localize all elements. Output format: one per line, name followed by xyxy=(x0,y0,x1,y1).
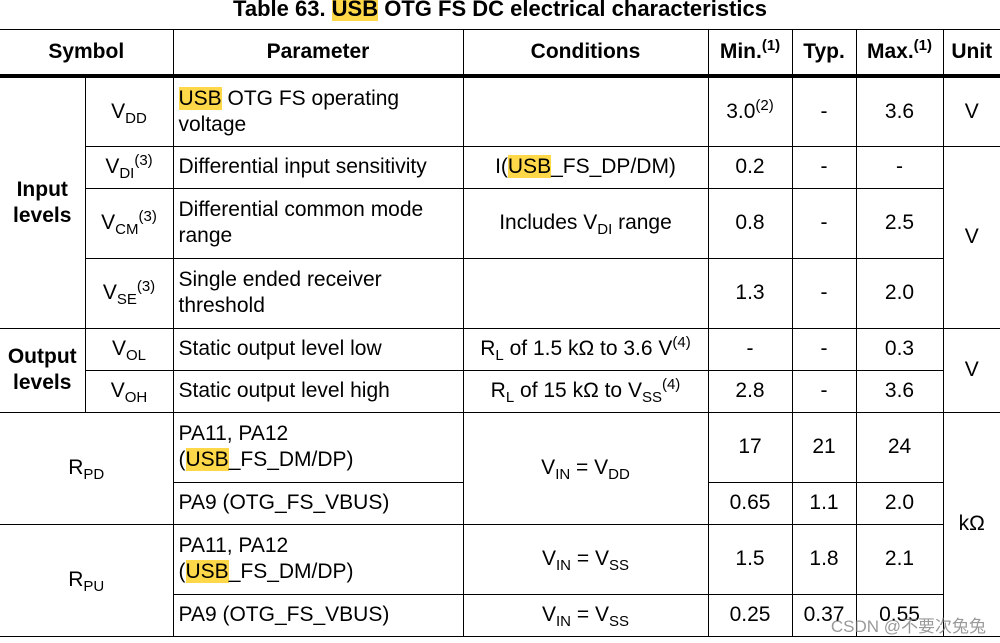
unit-cell: V xyxy=(942,145,1000,329)
table-row: VDI(3) Differential input sensitivity I(… xyxy=(0,145,1000,329)
header-typ: Typ. xyxy=(791,29,857,78)
symbol-cell: VSE(3) xyxy=(84,257,174,329)
parameter-cell: Static output level low xyxy=(172,327,464,371)
min-cell: 0.8 xyxy=(707,187,793,259)
typ-cell: - xyxy=(791,327,857,371)
max-cell: 0.55 xyxy=(855,593,944,637)
table-row: VCM(3) Differential common mode range In… xyxy=(0,187,1000,259)
parameter-cell: Differential common mode range xyxy=(172,187,464,259)
typ-cell: - xyxy=(791,369,857,413)
table-row: RPU PA11, PA12 (USB_FS_DM/DP) VIN = VSS 1… xyxy=(0,523,1000,637)
header-min: Min.(1) xyxy=(707,29,793,78)
group-input-levels: Input levels xyxy=(0,75,86,329)
header-conditions: Conditions xyxy=(462,29,709,78)
typ-cell: - xyxy=(791,257,857,329)
min-cell: 2.8 xyxy=(707,369,793,413)
electrical-characteristics-table: Symbol Parameter Conditions Min.(1) Typ.… xyxy=(0,29,1000,637)
min-cell: 3.0(2) xyxy=(707,75,793,147)
table-row: VOH Static output level high RL of 15 kΩ… xyxy=(0,369,1000,413)
conditions-cell: VIN = VSS xyxy=(462,523,709,595)
min-cell: 1.5 xyxy=(707,523,793,595)
conditions-cell xyxy=(462,257,709,329)
group-output-levels: Output levels xyxy=(0,327,86,413)
max-cell: - xyxy=(855,145,944,189)
parameter-cell: Differential input sensitivity xyxy=(172,145,464,189)
typ-cell: 1.1 xyxy=(791,481,857,525)
unit-cell: kΩ xyxy=(942,411,1000,637)
max-cell: 3.6 xyxy=(855,75,944,147)
min-cell: 0.2 xyxy=(707,145,793,189)
unit-cell: V xyxy=(942,75,1000,147)
conditions-cell: I(USB_FS_DP/DM) xyxy=(462,145,709,189)
symbol-cell: VOH xyxy=(84,369,174,413)
max-cell: 24 xyxy=(855,411,944,483)
max-cell: 2.0 xyxy=(855,257,944,329)
max-cell: 3.6 xyxy=(855,369,944,413)
parameter-cell: USB OTG FS operating voltage xyxy=(172,75,464,147)
parameter-cell: PA9 (OTG_FS_VBUS) xyxy=(172,593,464,637)
max-cell: 2.0 xyxy=(855,481,944,525)
symbol-cell: RPD xyxy=(0,411,174,525)
conditions-cell: VIN = VDD xyxy=(462,411,709,525)
min-cell: 0.25 xyxy=(707,593,793,637)
symbol-cell: VDI(3) xyxy=(84,145,174,189)
symbol-cell: VOL xyxy=(84,327,174,371)
header-max: Max.(1) xyxy=(855,29,944,78)
parameter-cell: Single ended receiver threshold xyxy=(172,257,464,329)
conditions-cell: VIN = VSS xyxy=(462,593,709,637)
conditions-cell xyxy=(462,75,709,147)
typ-cell: - xyxy=(791,75,857,147)
table-row: VSE(3) Single ended receiver threshold 1… xyxy=(0,257,1000,329)
typ-cell: - xyxy=(791,187,857,259)
min-cell: - xyxy=(707,327,793,371)
conditions-cell: Includes VDI range xyxy=(462,187,709,259)
header-row: Symbol Parameter Conditions Min.(1) Typ.… xyxy=(0,29,1000,78)
min-cell: 17 xyxy=(707,411,793,483)
watermark: CSDN @不要次兔兔 xyxy=(830,617,986,636)
unit-cell: V xyxy=(942,327,1000,413)
parameter-cell: PA9 (OTG_FS_VBUS) xyxy=(172,481,464,525)
typ-cell: 1.8 xyxy=(791,523,857,595)
max-cell: 2.1 xyxy=(855,523,944,595)
min-cell: 0.65 xyxy=(707,481,793,525)
min-cell: 1.3 xyxy=(707,257,793,329)
header-unit: Unit xyxy=(942,29,1000,78)
symbol-cell: RPU xyxy=(0,523,174,637)
symbol-cell: VDD xyxy=(84,75,174,147)
typ-cell: 21 xyxy=(791,411,857,483)
max-cell: 2.5 xyxy=(855,187,944,259)
table-title: Table 63. USB OTG FS DC electrical chara… xyxy=(0,0,1000,24)
header-parameter: Parameter xyxy=(172,29,464,78)
table-row: Output levels VOL Static output level lo… xyxy=(0,327,1000,413)
symbol-cell: VCM(3) xyxy=(84,187,174,259)
parameter-cell: PA11, PA12 (USB_FS_DM/DP) xyxy=(172,411,464,483)
table-row: RPD PA11, PA12 (USB_FS_DM/DP) VIN = VDD 1… xyxy=(0,411,1000,637)
table-row: Input levels VDD USB OTG FS operating vo… xyxy=(0,75,1000,329)
table-row: PA9 (OTG_FS_VBUS) VIN = VSS 0.25 0.37 0.… xyxy=(0,593,1000,637)
typ-cell: - xyxy=(791,145,857,189)
parameter-cell: PA11, PA12 (USB_FS_DM/DP) xyxy=(172,523,464,595)
table-row: PA9 (OTG_FS_VBUS) 0.65 1.1 2.0 xyxy=(0,481,1000,525)
search-highlight: USB xyxy=(331,0,379,21)
conditions-cell: RL of 15 kΩ to VSS(4) xyxy=(462,369,709,413)
parameter-cell: Static output level high xyxy=(172,369,464,413)
conditions-cell: RL of 1.5 kΩ to 3.6 V(4) xyxy=(462,327,709,371)
header-symbol: Symbol xyxy=(0,29,174,78)
max-cell: 0.3 xyxy=(855,327,944,371)
